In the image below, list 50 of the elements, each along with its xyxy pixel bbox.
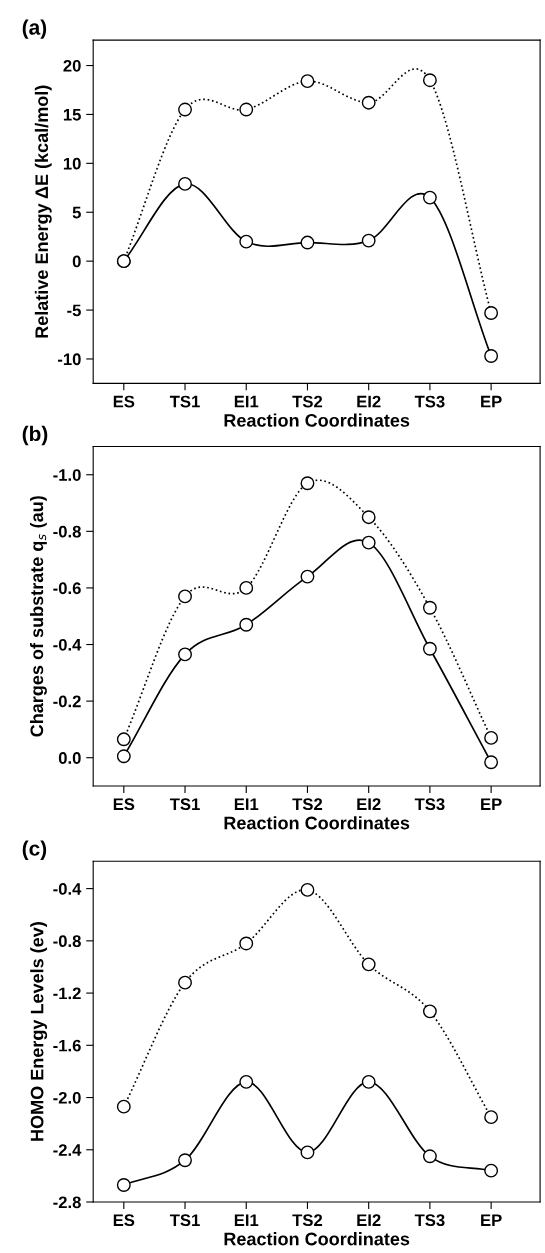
x-tick-label: EI2 <box>357 798 381 810</box>
x-tick-label: EI2 <box>357 395 381 408</box>
y-tick-label: -2.0 <box>53 1091 81 1104</box>
chart-title: (b) <box>22 425 48 446</box>
x-tick-label: TS3 <box>414 395 445 408</box>
x-axis-title: Reaction Coordinates <box>224 1232 410 1246</box>
x-axis-title: Reaction Coordinates <box>224 413 410 427</box>
y-tick-label: 0.0 <box>58 752 81 764</box>
y-tick-label: 0 <box>72 255 81 268</box>
x-tick-label: EP <box>481 798 502 810</box>
x-tick-label: ES <box>113 1214 135 1227</box>
x-tick-label: ES <box>113 395 135 408</box>
x-tick-label: ES <box>113 798 135 811</box>
x-tick-label: TS1 <box>169 798 200 811</box>
y-tick-label: -0.4 <box>53 883 82 895</box>
y-tick-label: 10 <box>63 157 81 170</box>
x-tick-label: TS2 <box>292 1214 323 1227</box>
x-tick-label: TS2 <box>292 395 323 408</box>
y-axis-title: Charges of substrate q$_{s}$ (au) <box>29 496 47 737</box>
chart-title: (c) <box>22 840 47 860</box>
y-tick-label: -1.2 <box>53 987 81 1000</box>
y-tick-label: 15 <box>63 109 81 121</box>
x-axis-title: Reaction Coordinates <box>224 816 410 830</box>
y-tick-label: -0.8 <box>53 935 81 948</box>
y-tick-label: -0.6 <box>53 582 81 595</box>
x-tick-label: TS3 <box>414 798 445 811</box>
y-tick-label: 5 <box>72 206 81 219</box>
chart-title: (a) <box>22 19 47 39</box>
x-tick-label: EP <box>481 395 502 408</box>
x-tick-label: EI1 <box>234 395 259 408</box>
y-tick-label: -1.6 <box>53 1039 81 1052</box>
y-axis-title: HOMO Energy Levels (ev) <box>30 922 48 1141</box>
y-tick-label: -1.0 <box>53 469 81 481</box>
y-tick-label: -5 <box>67 304 81 317</box>
x-tick-label: TS2 <box>292 798 323 811</box>
y-tick-label: -10 <box>57 353 81 366</box>
x-tick-label: EP <box>481 1214 502 1226</box>
y-tick-label: -2.4 <box>53 1144 82 1156</box>
y-tick-label: -2.8 <box>53 1196 81 1209</box>
x-tick-label: EI1 <box>234 798 259 810</box>
y-axis-title: Relative Energy ΔE (kcal/mol) <box>34 85 52 338</box>
x-tick-label: TS1 <box>169 1214 200 1227</box>
y-tick-label: -0.4 <box>53 638 82 651</box>
y-tick-label: 20 <box>63 59 81 72</box>
x-tick-label: EI1 <box>234 1214 259 1226</box>
x-tick-label: EI2 <box>357 1214 381 1226</box>
y-tick-label: -0.2 <box>53 695 81 708</box>
x-tick-label: TS3 <box>414 1214 445 1227</box>
y-tick-label: -0.8 <box>53 525 81 538</box>
x-tick-label: TS1 <box>169 395 200 408</box>
